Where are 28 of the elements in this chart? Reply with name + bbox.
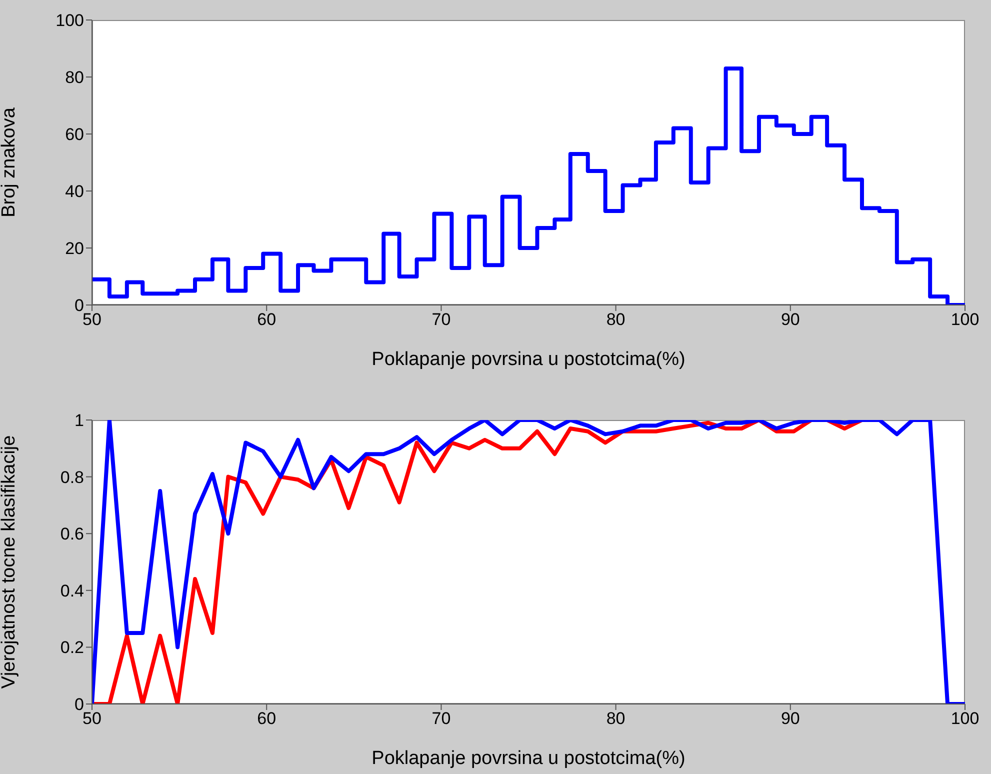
y-tick-label: 100 — [56, 11, 84, 30]
x-tick-label: 70 — [432, 310, 451, 330]
y-axis-title: Vjerojatnost tocne klasifikacije — [0, 435, 20, 689]
y-tick-label: 60 — [65, 125, 84, 144]
x-tick-label: 90 — [780, 310, 800, 330]
x-axis-title: Poklapanje povrsina u postotcima(%) — [372, 748, 686, 769]
x-tick-label: 50 — [82, 310, 102, 330]
y-tick-label: 1 — [74, 411, 84, 430]
y-tick-label: 0.4 — [60, 581, 84, 600]
y-tick-label: 40 — [65, 182, 84, 202]
x-tick-label: 100 — [950, 709, 980, 728]
x-tick-label: 50 — [82, 709, 102, 728]
y-tick-label: 0.6 — [60, 524, 84, 544]
y-tick-label: 80 — [65, 68, 84, 88]
x-tick-label: 60 — [257, 709, 276, 728]
x-tick-label: 90 — [780, 709, 800, 728]
y-tick-label: 0.2 — [60, 638, 84, 658]
x-tick-label: 100 — [950, 310, 980, 330]
x-tick-label: 60 — [257, 310, 276, 330]
x-tick-label: 80 — [606, 310, 626, 330]
x-axis-title: Poklapanje povrsina u postotcima(%) — [372, 349, 686, 370]
y-tick-label: 0 — [74, 695, 84, 714]
y-tick-label: 20 — [65, 239, 84, 258]
y-tick-label: 0.8 — [60, 468, 84, 487]
x-tick-label: 80 — [606, 709, 626, 728]
x-tick-label: 70 — [432, 709, 451, 728]
y-axis-title: Broj znakova — [0, 107, 20, 218]
y-tick-label: 0 — [74, 296, 84, 316]
